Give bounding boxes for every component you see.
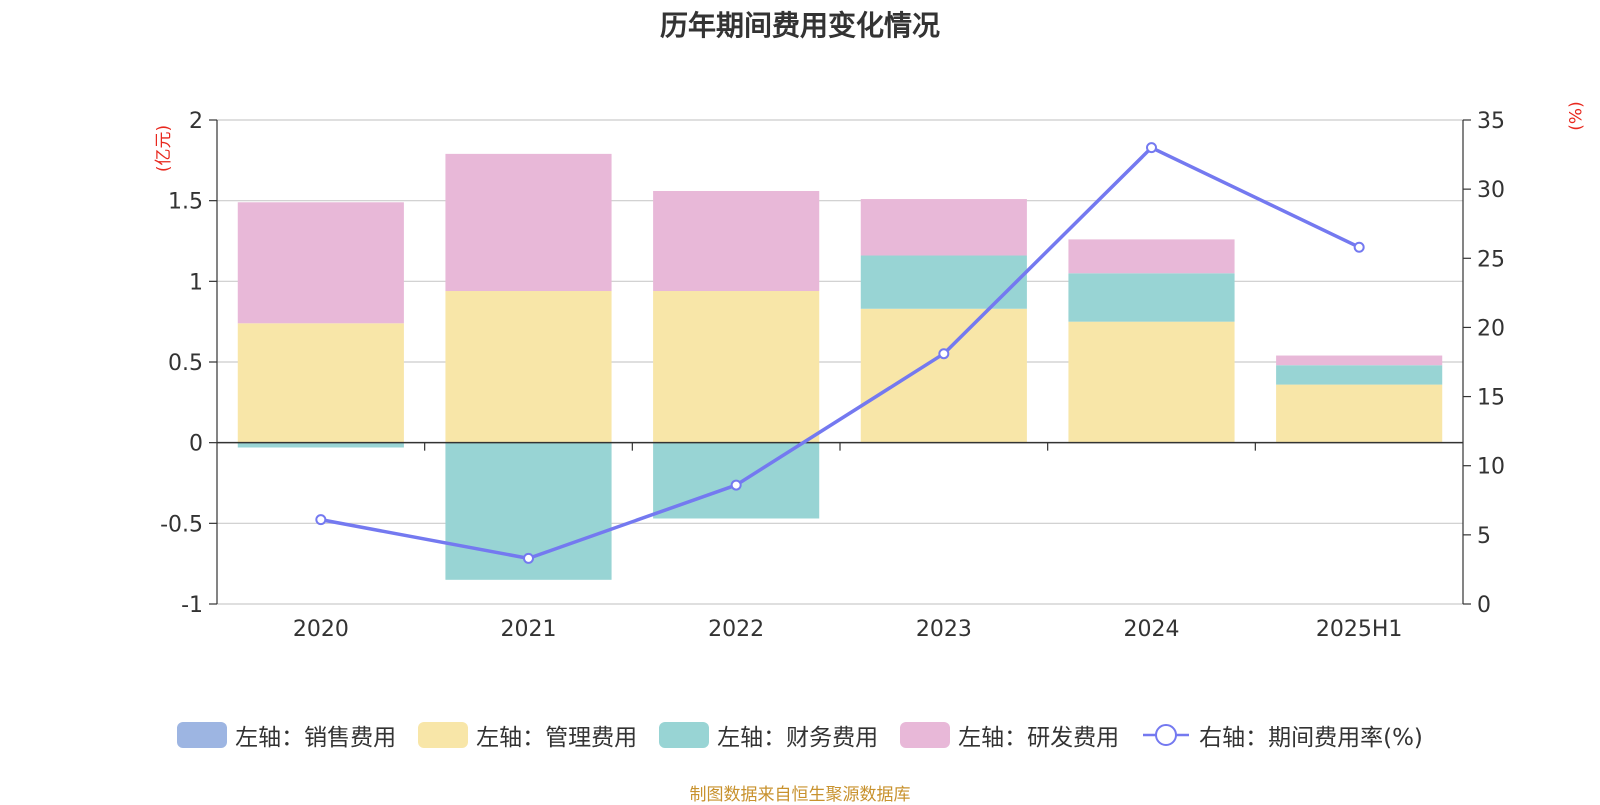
bar-segment [860,308,1027,443]
rate-point [523,552,534,564]
left-tick-label: 0 [189,432,203,457]
rate-point [730,479,742,491]
legend-swatch [418,722,469,748]
right-tick-label: 30 [1477,178,1505,203]
bar-segment [1068,273,1235,322]
bar-segment [1276,365,1443,385]
legend-swatch [900,722,951,748]
right-tick-label: 10 [1477,455,1505,480]
legend-label: 左轴：财务费用 [717,725,879,751]
bar-segment [445,291,612,443]
chart-legend: 左轴：销售费用 左轴：管理费用 左轴：财务费用 左轴：研发费用 右轴：期间费用率(%) [0,718,1600,752]
left-tick-label: 1 [189,270,203,295]
bar-segment [1068,239,1235,274]
right-tick-label: 35 [1477,109,1505,134]
legend-label: 右轴：期间费用率(%) [1199,725,1423,751]
legend-label: 左轴：管理费用 [476,725,638,751]
x-tick-label: 2023 [916,617,972,642]
bar-segment [237,202,404,324]
x-tick-label: 2021 [501,617,557,642]
bar-segment [237,442,404,448]
bar-segment [860,255,1027,309]
legend-swatch [177,722,228,748]
rate-point [1353,241,1365,253]
left-tick-label: -1 [181,593,203,618]
left-tick-label: 2 [189,109,203,134]
legend-item[interactable]: 左轴：销售费用 [177,718,396,752]
right-tick-label: 15 [1477,386,1505,411]
x-tick-label: 2022 [708,617,764,642]
rate-point [1146,142,1157,154]
data-source-note: 制图数据来自恒生聚源数据库 [689,785,911,805]
x-tick-label: 2024 [1124,617,1180,642]
rate-point [315,514,327,526]
bar-segment [237,323,404,443]
legend-label: 左轴：研发费用 [958,725,1120,751]
bar-segment [1276,384,1443,443]
right-tick-label: 0 [1477,593,1491,618]
rate-point [938,348,950,360]
x-tick-label: 2020 [293,617,349,642]
legend-swatch [659,722,710,748]
bar-segment [653,190,820,292]
legend-item[interactable]: 左轴：财务费用 [659,718,878,752]
bar-segment [1068,321,1235,443]
legend-label: 左轴：销售费用 [235,725,397,751]
left-tick-label: 0.5 [168,351,203,376]
right-tick-label: 20 [1477,316,1505,341]
legend-item[interactable]: 左轴：管理费用 [418,718,637,752]
legend-line-circle-icon [1141,722,1191,748]
bar-segment [653,291,820,443]
rate-line [320,145,1360,561]
left-tick-label: 1.5 [168,190,203,215]
legend-item[interactable]: 右轴：期间费用率(%) [1141,718,1423,752]
legend-item[interactable]: 左轴：研发费用 [900,718,1119,752]
x-tick-label: 2025H1 [1316,617,1403,642]
left-tick-label: -0.5 [160,512,203,537]
bar-segment [1276,355,1443,366]
right-tick-label: 5 [1477,524,1491,549]
bar-segment [445,153,612,292]
chart-title: 历年期间费用变化情况 [659,9,940,42]
bar-segment [860,199,1027,256]
right-tick-label: 25 [1477,247,1505,272]
